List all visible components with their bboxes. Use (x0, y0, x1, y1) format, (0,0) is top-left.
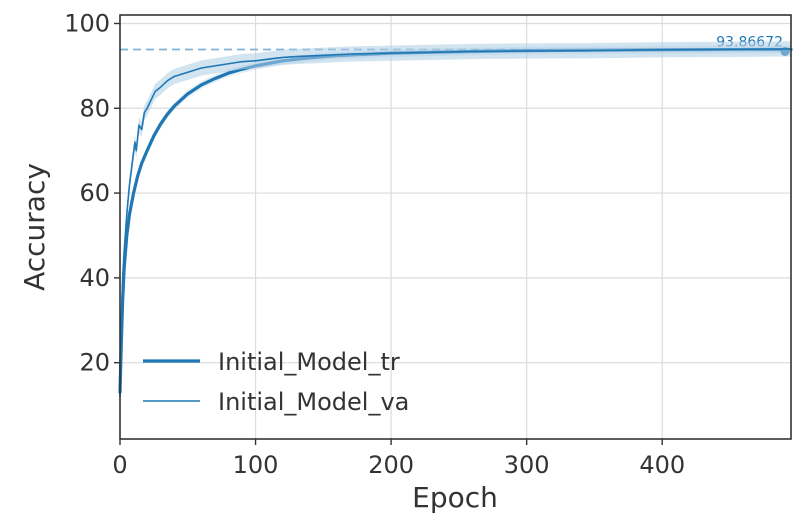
legend: Initial_Model_tr Initial_Model_va (143, 348, 409, 416)
series-band-Initial_Model_va (120, 41, 791, 405)
x-tick-label: 100 (233, 451, 279, 479)
legend-label: Initial_Model_va (218, 388, 409, 416)
y-axis-label: Accuracy (18, 163, 51, 291)
series-group (118, 41, 793, 405)
x-tick-label: 400 (639, 451, 685, 479)
grid (120, 15, 791, 439)
x-tick-label: 0 (112, 451, 127, 479)
plot-frame (119, 14, 792, 440)
tick-labels: 0 100 200 300 400 20 40 60 80 100 (64, 9, 685, 479)
x-tick-label: 200 (368, 451, 414, 479)
y-tick-label: 40 (79, 264, 110, 292)
y-tick-label: 20 (79, 349, 110, 377)
legend-label: Initial_Model_tr (218, 348, 400, 376)
y-tick-label: 80 (79, 94, 110, 122)
y-tick-label: 100 (64, 9, 110, 37)
x-tick-label: 300 (504, 451, 550, 479)
y-tick-label: 60 (79, 179, 110, 207)
series-line-Initial_Model_va (119, 48, 792, 398)
x-axis-label: Epoch (412, 481, 498, 514)
